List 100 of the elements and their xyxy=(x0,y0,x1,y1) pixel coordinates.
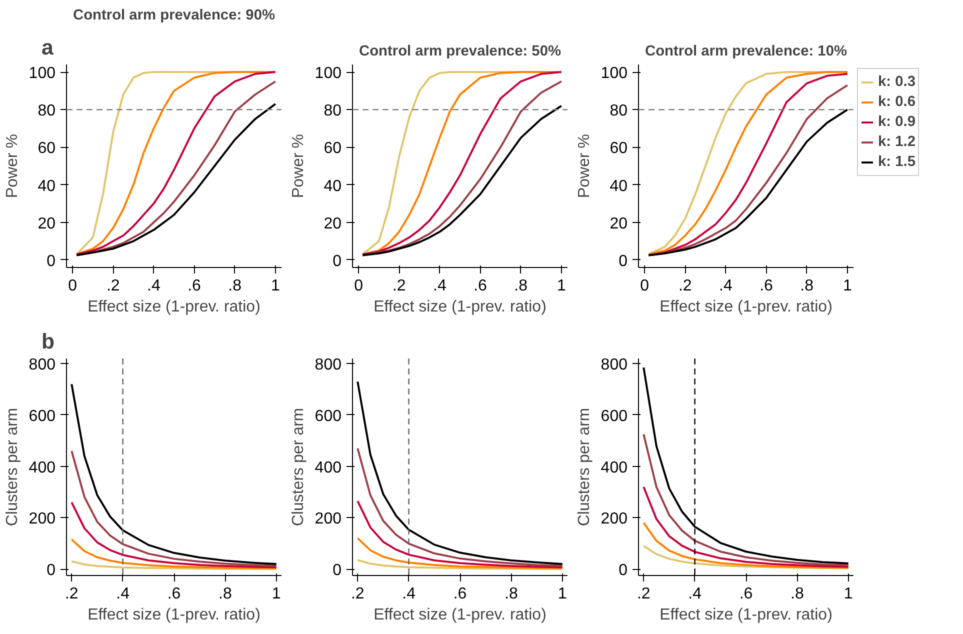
y-tick-label: 40 xyxy=(38,178,56,195)
x-tick-label: .6 xyxy=(474,278,488,294)
y-tick-label: 0 xyxy=(332,252,342,270)
y-tick-label: 40 xyxy=(324,178,342,195)
x-tick-label: .8 xyxy=(800,278,814,294)
y-tick-label: 0 xyxy=(332,562,342,580)
x-tick-label: .4 xyxy=(433,278,446,294)
legend-label: k: 0.9 xyxy=(878,114,916,130)
x-tick-label: .8 xyxy=(218,586,232,602)
y-tick-label: 200 xyxy=(314,510,342,528)
text: a xyxy=(42,36,54,60)
y-tick-label: 80 xyxy=(610,102,628,120)
y-tick-label: 60 xyxy=(324,140,342,158)
y-tick-label: 80 xyxy=(324,102,342,120)
x-tick-label: .4 xyxy=(688,586,702,602)
x-tick-label: .4 xyxy=(147,278,160,294)
y-tick-label: 0 xyxy=(46,252,56,270)
x-axis-title: Effect size (1-prev. ratio) xyxy=(660,298,832,316)
y-tick-label: 400 xyxy=(28,459,56,476)
y-axis-title: Clusters per arm xyxy=(290,408,307,526)
x-tick-label: .6 xyxy=(453,586,467,602)
y-tick-label: 600 xyxy=(314,408,342,425)
x-tick-label: .4 xyxy=(719,278,732,294)
y-tick-label: 400 xyxy=(314,459,342,476)
x-axis-title: Effect size (1-prev. ratio) xyxy=(374,298,546,316)
x-tick-label: .2 xyxy=(678,278,692,294)
line-series xyxy=(356,380,564,565)
line-series xyxy=(70,560,278,570)
x-tick-label: 0 xyxy=(354,278,364,294)
x-tick-label: .2 xyxy=(392,278,406,294)
line-series xyxy=(356,500,564,568)
y-tick-label: 40 xyxy=(610,178,628,195)
y-axis-title: Power % xyxy=(576,134,593,198)
y-axis-title: Clusters per arm xyxy=(576,408,593,526)
y-tick-label: 20 xyxy=(38,215,56,232)
x-tick-label: .8 xyxy=(504,586,518,602)
chart-title: Control arm prevalence: 10% xyxy=(645,44,848,60)
y-tick-label: 100 xyxy=(28,65,56,82)
y-tick-label: 0 xyxy=(46,562,56,580)
y-tick-label: 60 xyxy=(610,140,628,158)
x-axis-title: Effect size (1-prev. ratio) xyxy=(374,606,546,624)
legend-label: k: 0.3 xyxy=(878,74,916,90)
y-tick-label: 100 xyxy=(314,65,342,82)
x-tick-label: .8 xyxy=(228,278,242,294)
line-series xyxy=(642,544,850,570)
x-tick-label: .4 xyxy=(116,586,130,602)
x-tick-label: 1 xyxy=(842,278,852,294)
y-tick-label: 800 xyxy=(314,356,342,374)
y-axis-title: Power % xyxy=(290,134,307,198)
x-tick-label: .6 xyxy=(739,586,753,602)
x-tick-label: .6 xyxy=(188,278,202,294)
y-tick-label: 100 xyxy=(600,65,628,82)
x-tick-label: 1 xyxy=(844,586,853,602)
x-tick-label: .6 xyxy=(760,278,774,294)
y-tick-label: 0 xyxy=(618,562,628,580)
x-tick-label: .8 xyxy=(514,278,528,294)
x-tick-label: .2 xyxy=(64,586,78,602)
x-tick-label: 1 xyxy=(272,586,281,602)
y-axis-title: Power % xyxy=(4,134,21,198)
x-tick-label: .8 xyxy=(790,586,804,602)
y-tick-label: 800 xyxy=(28,356,56,374)
chart-title: Control arm prevalence: 90% xyxy=(73,8,276,24)
x-tick-label: .2 xyxy=(636,586,650,602)
line-series xyxy=(642,486,850,568)
x-tick-label: .2 xyxy=(350,586,364,602)
y-tick-label: 600 xyxy=(600,408,628,425)
x-tick-label: 0 xyxy=(68,278,78,294)
y-tick-label: 20 xyxy=(324,215,342,232)
line-series xyxy=(642,522,850,569)
x-tick-label: .4 xyxy=(402,586,416,602)
y-tick-label: 600 xyxy=(28,408,56,425)
y-axis-title: Clusters per arm xyxy=(4,408,21,526)
line-series xyxy=(642,433,850,566)
text: b xyxy=(42,330,55,354)
x-tick-label: 0 xyxy=(640,278,650,294)
legend-label: k: 1.5 xyxy=(878,154,916,170)
y-tick-label: 400 xyxy=(600,459,628,476)
y-tick-label: 200 xyxy=(28,510,56,528)
x-tick-label: 1 xyxy=(270,278,280,294)
line-series xyxy=(70,538,278,570)
y-tick-label: 20 xyxy=(610,215,628,232)
line-series xyxy=(70,450,278,567)
line-series xyxy=(356,537,564,570)
chart-title: Control arm prevalence: 50% xyxy=(359,44,562,60)
y-tick-label: 80 xyxy=(38,102,56,120)
x-tick-label: 1 xyxy=(556,278,566,294)
y-tick-label: 60 xyxy=(38,140,56,158)
legend-label: k: 0.6 xyxy=(878,94,916,110)
x-tick-label: .2 xyxy=(106,278,120,294)
x-tick-label: .6 xyxy=(167,586,181,602)
x-axis-title: Effect size (1-prev. ratio) xyxy=(88,606,260,624)
legend-label: k: 1.2 xyxy=(878,134,916,150)
x-axis-title: Effect size (1-prev. ratio) xyxy=(88,298,260,316)
line-series xyxy=(356,447,564,567)
x-axis-title: Effect size (1-prev. ratio) xyxy=(660,606,832,624)
line-series xyxy=(70,383,278,565)
y-tick-label: 800 xyxy=(600,356,628,374)
line-series xyxy=(70,501,278,568)
line-series xyxy=(356,559,564,570)
y-tick-label: 200 xyxy=(600,510,628,528)
